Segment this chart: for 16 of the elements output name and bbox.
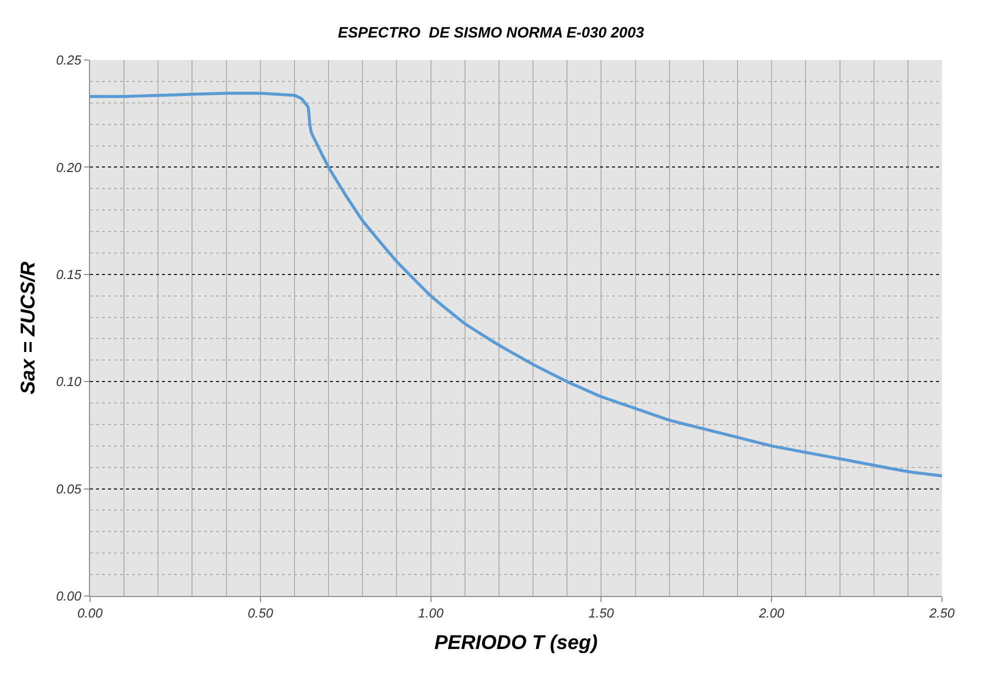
y-tick-label: 0.00 [56, 588, 82, 604]
x-tick-label: 1.00 [418, 606, 444, 621]
x-tick-label: 0.50 [248, 606, 274, 621]
x-axis-title: PERIODO T (seg) [434, 632, 598, 654]
x-tick-label: 2.00 [758, 606, 786, 621]
y-tick-label: 0.20 [56, 160, 82, 175]
x-tick-label: 2.50 [928, 606, 956, 621]
chart-title: ESPECTRO DE SISMO NORMA E-030 2003 [338, 24, 645, 42]
line-series [90, 92, 942, 478]
y-tick-label: 0.25 [56, 52, 82, 68]
y-tick-label: 0.15 [56, 266, 82, 282]
y-tick-label: 0.05 [56, 481, 82, 496]
y-axis-title: Sax = ZUCS/R [18, 261, 40, 394]
x-tick-label: 1.50 [588, 606, 615, 621]
y-tick-label: 0.10 [56, 374, 82, 390]
x-tick-label: 0.00 [77, 606, 104, 621]
